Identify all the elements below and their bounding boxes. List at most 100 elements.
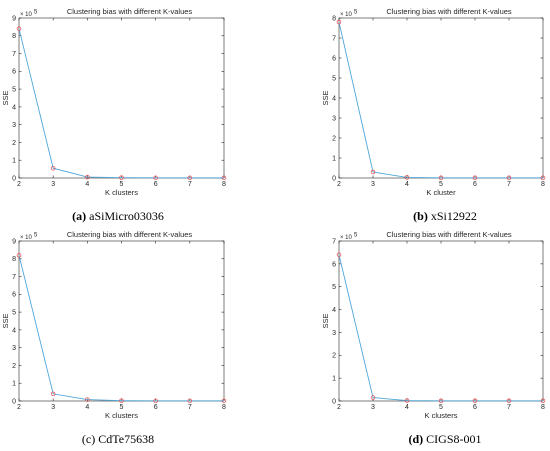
- data-point: [85, 397, 90, 402]
- x-tick-label: 6: [154, 404, 158, 411]
- data-point: [370, 395, 376, 400]
- y-axis-multiplier: × 10: [340, 12, 353, 18]
- y-tick-label: 4: [332, 307, 336, 314]
- y-tick-label: 2: [332, 353, 336, 360]
- x-tick-label: 3: [371, 404, 375, 411]
- x-axis-label: K clusters: [105, 188, 138, 197]
- series-line: [18, 28, 224, 179]
- plot-area-frame: [18, 17, 225, 179]
- y-axis-multiplier-exponent: 5: [34, 10, 38, 16]
- y-tick-label: 0: [332, 398, 336, 405]
- x-tick-label: 6: [473, 404, 477, 411]
- chart-title: Clustering bias with different K-values: [386, 230, 512, 239]
- y-axis-multiplier-exponent: 5: [34, 233, 38, 239]
- y-tick-label: 5: [332, 284, 336, 291]
- data-point: [404, 175, 410, 180]
- x-tick-label: 8: [222, 404, 226, 411]
- x-tick-label: 2: [337, 404, 341, 411]
- y-tick-label: 4: [12, 327, 16, 334]
- x-tick-label: 4: [405, 404, 409, 411]
- y-tick-label: 1: [12, 158, 16, 165]
- x-axis-label: K cluster: [426, 188, 456, 197]
- x-tick-label: 8: [222, 181, 226, 188]
- data-point: [153, 175, 158, 181]
- data-point: [16, 26, 22, 31]
- x-tick-label: 5: [120, 181, 124, 188]
- y-tick-label: 3: [332, 115, 336, 122]
- data-point: [187, 175, 193, 181]
- series-line: [338, 254, 543, 402]
- y-tick-label: 9: [12, 238, 16, 245]
- y-tick-label: 6: [12, 292, 16, 299]
- plot-area-frame: [18, 240, 225, 402]
- y-tick-label: 6: [332, 261, 336, 268]
- y-tick-label: 7: [12, 274, 16, 281]
- data-point: [370, 169, 376, 175]
- x-tick-label: 4: [405, 181, 409, 188]
- plot-area-frame: [338, 17, 544, 179]
- x-axis-label: K clusters: [425, 411, 458, 420]
- data-point: [404, 398, 410, 403]
- series-line: [18, 255, 224, 402]
- x-tick-label: 8: [541, 181, 545, 188]
- y-tick-label: 3: [12, 345, 16, 352]
- x-tick-label: 5: [439, 181, 443, 188]
- x-tick-label: 8: [541, 404, 545, 411]
- y-tick-label: 3: [332, 330, 336, 337]
- panel-caption-tag: (b): [413, 209, 428, 223]
- chart-title: Clustering bias with different K-values: [67, 230, 193, 239]
- data-point: [187, 398, 193, 404]
- y-tick-label: 4: [332, 95, 336, 102]
- panel-caption-text: CdTe75638: [95, 432, 154, 446]
- y-axis-label: SSE: [321, 90, 330, 105]
- y-axis-multiplier: × 10: [340, 235, 353, 241]
- chart-title: Clustering bias with different K-values: [386, 7, 512, 16]
- data-point: [472, 398, 478, 404]
- data-point: [50, 391, 56, 397]
- y-tick-label: 0: [12, 398, 16, 405]
- y-tick-label: 6: [12, 69, 16, 76]
- data-point: [336, 19, 342, 25]
- x-axis-label: K clusters: [105, 411, 138, 420]
- y-axis-multiplier-exponent: 5: [354, 10, 358, 16]
- x-tick-label: 7: [507, 181, 511, 188]
- panel-caption-text: xSi12922: [428, 209, 477, 223]
- y-tick-label: 2: [12, 363, 16, 370]
- x-tick-label: 5: [439, 404, 443, 411]
- x-tick-label: 6: [473, 181, 477, 188]
- data-point: [221, 175, 227, 181]
- data-point: [50, 165, 56, 171]
- y-axis-label: SSE: [1, 313, 10, 328]
- y-tick-label: 5: [332, 75, 336, 82]
- data-point: [438, 398, 444, 404]
- y-tick-label: 5: [12, 310, 16, 317]
- y-axis-label: SSE: [1, 90, 10, 105]
- data-point: [540, 398, 546, 404]
- y-tick-label: 1: [332, 155, 336, 162]
- panel-caption-tag: (a): [72, 209, 86, 223]
- x-tick-label: 4: [85, 404, 89, 411]
- data-point: [16, 252, 22, 258]
- y-tick-label: 3: [12, 122, 16, 129]
- y-tick-label: 5: [12, 87, 16, 94]
- y-tick-label: 7: [332, 35, 336, 42]
- chart-title: Clustering bias with different K-values: [67, 7, 193, 16]
- data-point: [85, 174, 90, 180]
- panel-caption: (d) CIGS8-001: [408, 432, 481, 446]
- panel-caption-text: CIGS8-001: [423, 432, 481, 446]
- series-line: [338, 21, 543, 179]
- y-tick-label: 8: [332, 15, 336, 22]
- data-point: [506, 175, 512, 181]
- plot-area-frame: [338, 240, 544, 402]
- x-tick-label: 2: [17, 181, 21, 188]
- x-tick-label: 7: [188, 404, 192, 411]
- x-tick-label: 6: [154, 181, 158, 188]
- x-tick-label: 7: [188, 181, 192, 188]
- x-tick-label: 3: [371, 181, 375, 188]
- data-point: [119, 398, 124, 403]
- y-tick-label: 7: [332, 238, 336, 245]
- y-tick-label: 8: [12, 256, 16, 263]
- y-tick-label: 1: [332, 376, 336, 383]
